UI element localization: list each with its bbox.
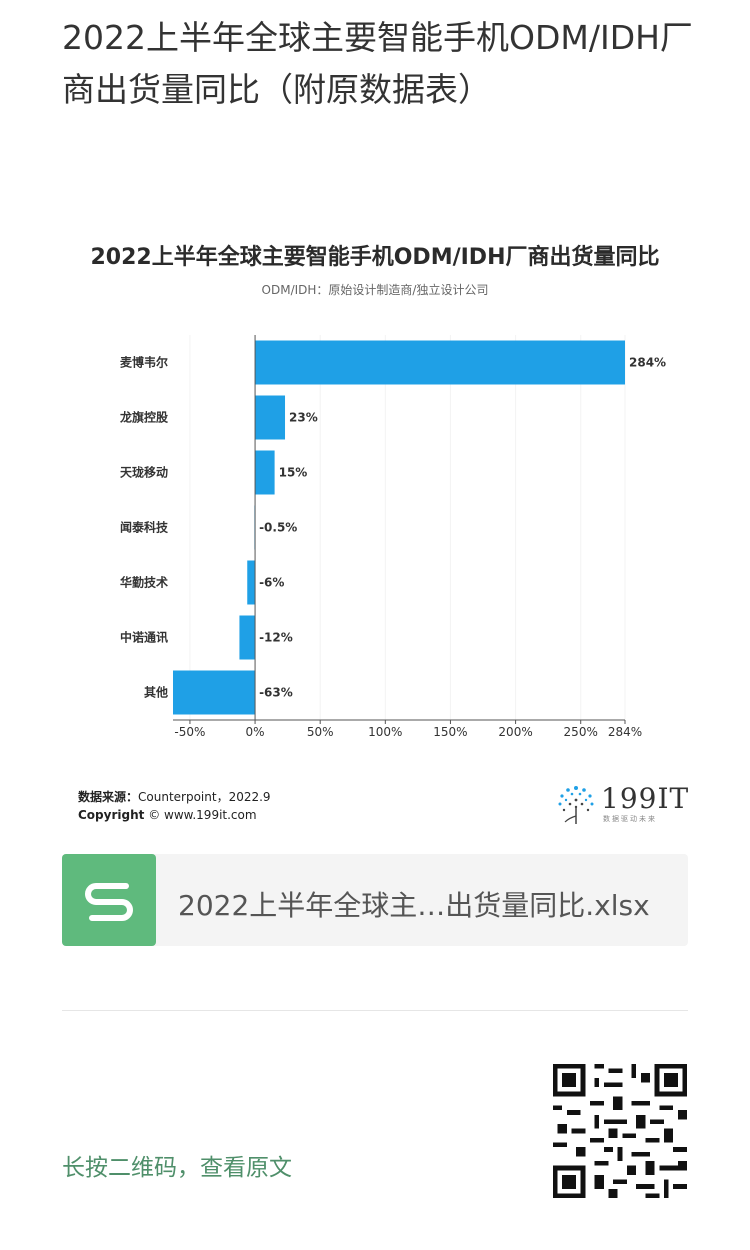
chart-title: 2022上半年全球主要智能手机ODM/IDH厂商出货量同比 bbox=[90, 245, 660, 270]
bar bbox=[239, 615, 256, 660]
copyright-text: © www.199it.com bbox=[148, 808, 257, 822]
copyright-line: Copyright © www.199it.com bbox=[78, 808, 257, 822]
x-tick-label: 250% bbox=[564, 725, 598, 739]
category-label: 中诺通讯 bbox=[120, 630, 168, 645]
source-text: Counterpoint，2022.9 bbox=[138, 790, 271, 804]
spreadsheet-icon bbox=[62, 854, 156, 946]
x-tick-label: 200% bbox=[498, 725, 532, 739]
data-label: -12% bbox=[259, 631, 293, 645]
source-line: 数据来源：Counterpoint，2022.9 bbox=[78, 788, 271, 805]
chart-container: 麦博韦尔 284% 龙旗控股 23% 天珑移动 15% 闻泰科技 -0.5% 华勤技术 -6% 中诺… bbox=[60, 225, 700, 835]
source-label: 数据来源： bbox=[78, 790, 139, 804]
qr-hint: 长按二维码，查看原文 bbox=[62, 1155, 292, 1181]
bar bbox=[255, 450, 275, 495]
bar bbox=[255, 340, 625, 385]
category-label: 龙旗控股 bbox=[120, 410, 169, 425]
bar bbox=[255, 395, 286, 440]
x-tick-label: 100% bbox=[368, 725, 402, 739]
bar bbox=[247, 560, 256, 605]
x-tick-label: 284% bbox=[608, 725, 642, 739]
data-label: -6% bbox=[259, 576, 284, 590]
article-title: 2022上半年全球主要智能手机ODM/IDH厂商出货量同比（附原数据表） bbox=[62, 18, 693, 109]
data-label: -0.5% bbox=[259, 521, 297, 535]
category-label: 闻泰科技 bbox=[120, 520, 169, 535]
data-label: 23% bbox=[289, 411, 318, 425]
category-label: 天珑移动 bbox=[120, 465, 168, 480]
dandelion-icon bbox=[558, 786, 594, 824]
data-label: 15% bbox=[279, 466, 308, 480]
data-label: -63% bbox=[259, 686, 293, 700]
category-label: 麦博韦尔 bbox=[120, 355, 168, 370]
brand-tagline: 数据驱动未来 bbox=[603, 815, 657, 823]
attachment-file-name[interactable]: 2022上半年全球主…出货量同比.xlsx bbox=[178, 889, 650, 922]
category-label: 其他 bbox=[144, 685, 168, 700]
bar-chart: 麦博韦尔 284% 龙旗控股 23% 天珑移动 15% 闻泰科技 -0.5% 华勤技术 -6% 中诺… bbox=[120, 335, 666, 739]
divider bbox=[62, 1010, 688, 1011]
x-tick-label: -50% bbox=[174, 725, 205, 739]
x-tick-label: 150% bbox=[433, 725, 467, 739]
qr-code-icon[interactable] bbox=[553, 1064, 687, 1198]
data-label: 284% bbox=[629, 356, 666, 370]
bar bbox=[173, 670, 256, 715]
chart-subtitle: ODM/IDH：原始设计制造商/独立设计公司 bbox=[261, 283, 489, 297]
brand-name: 199IT bbox=[601, 782, 690, 815]
category-label: 华勤技术 bbox=[120, 575, 168, 590]
copyright-label: Copyright bbox=[78, 808, 145, 822]
brand-logo: 199IT 数据驱动未来 bbox=[553, 780, 688, 828]
x-tick-label: 50% bbox=[307, 725, 334, 739]
x-tick-label: 0% bbox=[246, 725, 265, 739]
attachment-card[interactable]: 2022上半年全球主…出货量同比.xlsx bbox=[62, 854, 688, 946]
